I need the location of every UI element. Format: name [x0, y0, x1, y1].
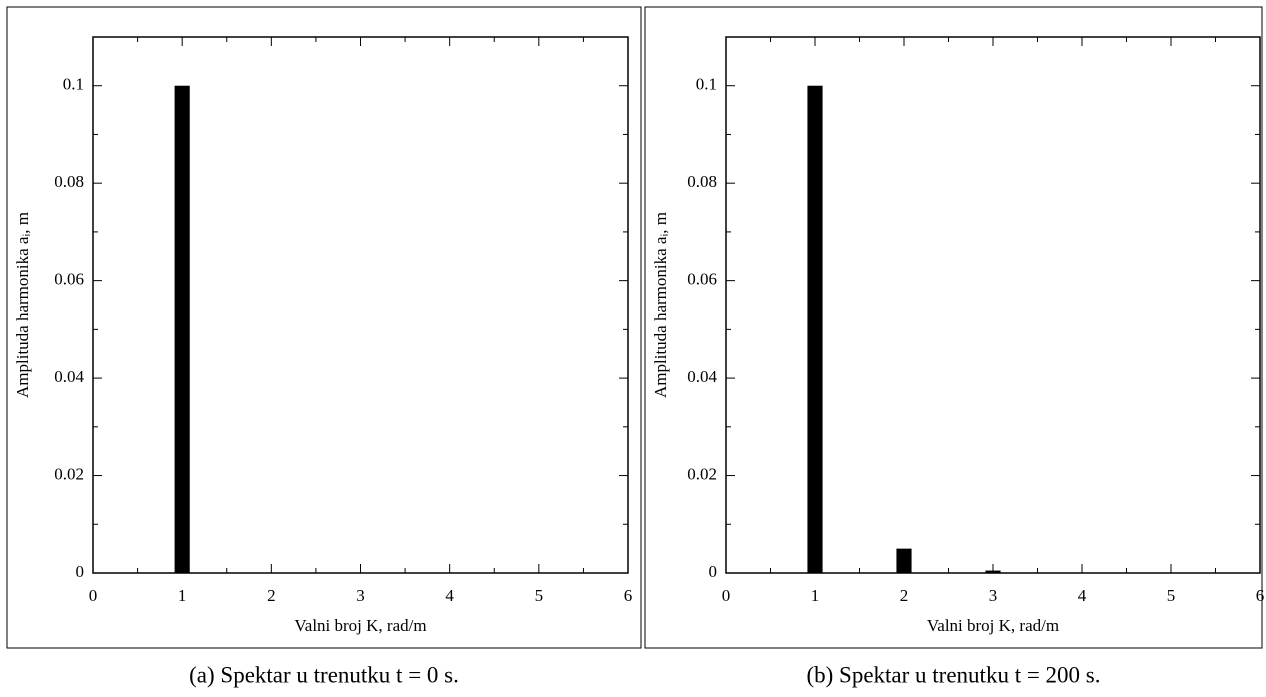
- panel-frame: [644, 6, 1263, 649]
- y-tick-label: 0.08: [687, 172, 717, 191]
- bar: [807, 85, 823, 574]
- x-tick-label: 5: [1167, 586, 1176, 605]
- x-tick-label: 2: [900, 586, 909, 605]
- x-tick-label: 5: [535, 586, 544, 605]
- x-tick-label: 4: [445, 586, 454, 605]
- y-tick-label: 0.08: [54, 172, 84, 191]
- y-tick-label: 0: [76, 562, 85, 581]
- y-tick-label: 0: [709, 562, 718, 581]
- x-tick-label: 3: [989, 586, 998, 605]
- y-tick-label: 0.02: [54, 464, 84, 483]
- x-tick-label: 4: [1078, 586, 1087, 605]
- panel-frame: [6, 6, 642, 649]
- plot-area: [92, 36, 629, 574]
- x-tick-label: 6: [624, 586, 633, 605]
- y-axis-label: Amplituda harmonika aᵢ, m: [651, 212, 670, 398]
- y-axis-label: Amplituda harmonika aᵢ, m: [13, 212, 32, 398]
- x-tick-label: 1: [811, 586, 820, 605]
- y-tick-label: 0.04: [54, 367, 84, 386]
- bar: [174, 85, 190, 574]
- y-tick-label: 0.02: [687, 464, 717, 483]
- x-tick-label: 6: [1256, 586, 1265, 605]
- y-tick-label: 0.06: [54, 270, 84, 289]
- plot-area: [725, 36, 1261, 574]
- y-tick-label: 0.1: [696, 75, 717, 94]
- y-tick-label: 0.04: [687, 367, 717, 386]
- x-axis-label: Valni broj K, rad/m: [294, 616, 426, 635]
- y-tick-label: 0.1: [63, 75, 84, 94]
- x-tick-label: 1: [178, 586, 187, 605]
- caption: (b) Spektar u trenutku t = 200 s.: [806, 662, 1100, 687]
- x-tick-label: 0: [722, 586, 731, 605]
- y-tick-label: 0.06: [687, 270, 717, 289]
- caption: (a) Spektar u trenutku t = 0 s.: [189, 662, 459, 687]
- x-tick-label: 0: [89, 586, 98, 605]
- x-axis-label: Valni broj K, rad/m: [927, 616, 1059, 635]
- bar: [896, 548, 912, 573]
- x-tick-label: 3: [356, 586, 365, 605]
- x-tick-label: 2: [267, 586, 276, 605]
